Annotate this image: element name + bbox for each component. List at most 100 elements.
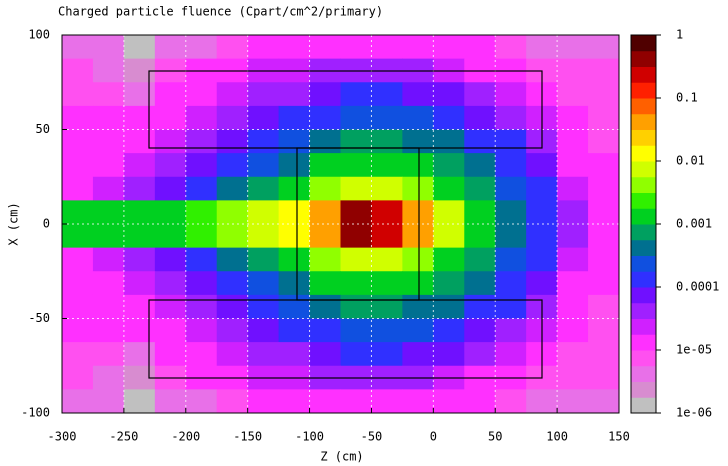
- heatmap-cell: [588, 224, 620, 249]
- heatmap-cell: [278, 271, 311, 296]
- heatmap-cell: [62, 105, 94, 130]
- heatmap-cell: [557, 58, 589, 83]
- heatmap-cell: [464, 200, 496, 225]
- heatmap-cell: [185, 247, 218, 272]
- heatmap-cell: [588, 153, 620, 178]
- heatmap-cell: [526, 200, 558, 225]
- heatmap-cell: [92, 271, 125, 296]
- colorbar-band: [631, 287, 656, 304]
- y-tick-label: 100: [28, 28, 50, 42]
- heatmap-cell: [557, 389, 589, 414]
- heatmap-cell: [216, 153, 249, 178]
- heatmap-cell: [340, 153, 372, 178]
- heatmap-cell: [557, 82, 589, 107]
- heatmap-cell: [495, 129, 527, 154]
- heatmap-cell: [247, 389, 280, 414]
- heatmap-cell: [247, 129, 280, 154]
- heatmap-cell: [433, 271, 465, 296]
- heatmap-cell: [62, 35, 94, 60]
- heatmap-cell: [278, 224, 311, 249]
- heatmap-cell: [464, 247, 496, 272]
- heatmap-cell: [495, 247, 527, 272]
- heatmap-cell: [371, 129, 403, 154]
- heatmap-cell: [588, 200, 620, 225]
- heatmap-cell: [309, 247, 341, 272]
- heatmap-cell: [123, 342, 156, 367]
- heatmap-cell: [123, 389, 156, 414]
- heatmap-cell: [526, 176, 558, 201]
- heatmap-cell: [526, 35, 558, 60]
- heatmap-cell: [371, 153, 403, 178]
- heatmap-cell: [371, 247, 403, 272]
- heatmap-cell: [309, 294, 341, 319]
- heatmap-cell: [557, 35, 589, 60]
- x-tick-label: 0: [430, 430, 437, 444]
- heatmap-cells: [62, 35, 620, 414]
- heatmap-cell: [588, 389, 620, 414]
- heatmap-cell: [154, 105, 187, 130]
- heatmap-cell: [526, 153, 558, 178]
- heatmap-cell: [216, 129, 249, 154]
- colorbar-band: [631, 82, 656, 99]
- heatmap-cell: [340, 271, 372, 296]
- heatmap-cell: [526, 224, 558, 249]
- heatmap-cell: [433, 176, 465, 201]
- heatmap-cell: [185, 342, 218, 367]
- heatmap-cell: [371, 389, 403, 414]
- heatmap-cell: [433, 318, 465, 343]
- heatmap-cell: [216, 247, 249, 272]
- heatmap-cell: [62, 294, 94, 319]
- heatmap-cell: [247, 105, 280, 130]
- heatmap-cell: [371, 200, 403, 225]
- colorbar-band: [631, 381, 656, 398]
- heatmap-cell: [123, 82, 156, 107]
- heatmap-cell: [495, 271, 527, 296]
- heatmap-cell: [464, 176, 496, 201]
- heatmap-cell: [402, 271, 434, 296]
- x-tick-label: -150: [233, 430, 262, 444]
- heatmap-cell: [464, 342, 496, 367]
- heatmap-cell: [371, 318, 403, 343]
- colorbar-band: [631, 192, 656, 209]
- colorbar-tick-label: 1e-06: [676, 406, 712, 420]
- heatmap-cell: [588, 129, 620, 154]
- heatmap-cell: [340, 224, 372, 249]
- heatmap-cell: [433, 153, 465, 178]
- heatmap-cell: [309, 35, 341, 60]
- heatmap-cell: [216, 271, 249, 296]
- colorbar-band: [631, 365, 656, 382]
- heatmap-cell: [433, 389, 465, 414]
- heatmap-cell: [278, 294, 311, 319]
- heatmap-cell: [557, 365, 589, 390]
- colorbar-band: [631, 35, 656, 52]
- heatmap-cell: [557, 342, 589, 367]
- heatmap-cell: [402, 129, 434, 154]
- x-tick-label: 150: [608, 430, 630, 444]
- heatmap-cell: [123, 176, 156, 201]
- heatmap-cell: [464, 105, 496, 130]
- colorbar: 1 0.1 0.01 0.001 0.0001 1e-05 1e-06: [630, 28, 719, 420]
- heatmap-cell: [402, 153, 434, 178]
- heatmap-cell: [588, 294, 620, 319]
- heatmap-cell: [92, 105, 125, 130]
- heatmap-cell: [62, 342, 94, 367]
- y-tick-label: 0: [43, 217, 50, 231]
- heatmap-cell: [185, 318, 218, 343]
- heatmap-cell: [154, 318, 187, 343]
- heatmap-cell: [371, 82, 403, 107]
- heatmap-cell: [247, 271, 280, 296]
- heatmap-cell: [62, 247, 94, 272]
- heatmap-cell: [185, 271, 218, 296]
- heatmap-cell: [557, 271, 589, 296]
- heatmap-cell: [526, 389, 558, 414]
- x-tick-label: -200: [171, 430, 200, 444]
- heatmap-cell: [340, 176, 372, 201]
- heatmap-cell: [154, 271, 187, 296]
- heatmap-cell: [557, 200, 589, 225]
- heatmap-cell: [154, 294, 187, 319]
- heatmap-cell: [216, 294, 249, 319]
- heatmap-cell: [464, 294, 496, 319]
- heatmap-cell: [278, 35, 311, 60]
- heatmap-cell: [92, 318, 125, 343]
- heatmap-cell: [309, 200, 341, 225]
